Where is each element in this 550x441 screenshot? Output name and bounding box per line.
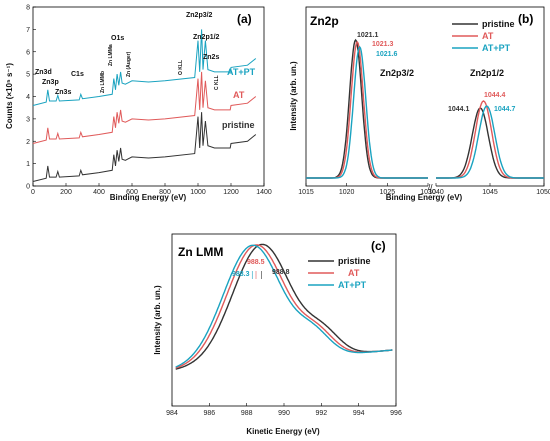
panel-b-frame	[305, 6, 545, 187]
panel-c-xtick-label: 994	[353, 410, 365, 417]
panel-a-ytick-label: 5	[26, 72, 30, 79]
anno-zn3s: Zn3s	[55, 89, 71, 96]
peak-label-12-atpt: 1044.7	[494, 106, 516, 113]
panel-a-xtick-label: 400	[93, 189, 105, 196]
panel-a-label-pristine: pristine	[222, 120, 255, 130]
panel-b-xtick-label: 1045	[482, 189, 498, 196]
legend-at: AT	[482, 31, 494, 41]
panel-a-ytick-label: 0	[26, 184, 30, 191]
panel-c-xtick-label: 992	[315, 410, 327, 417]
anno-c1s: C1s	[71, 71, 84, 78]
panel-a-series-ATPT	[32, 29, 257, 106]
panel-a-ytick-label: 8	[26, 5, 30, 12]
anno-zn-lmma: Zn LMMa	[108, 44, 114, 66]
panel-c-title: Zn LMM	[178, 245, 223, 259]
panel-a-series-AT	[32, 71, 257, 144]
panel-b-ylabel: Intensity (arb. un.)	[289, 61, 298, 131]
subshell-label-32: Zn2p3/2	[380, 68, 414, 78]
peak-label-32-atpt: 1021.6	[376, 51, 398, 58]
panel-a: 0 200 400 600 800 1000 1200 1400 0 1 2 3 4 5 6 7 8 (a) B…	[5, 5, 272, 203]
panel-a-ytick-label: 7	[26, 27, 30, 34]
legend-atpt: AT+PT	[482, 43, 511, 53]
panel-c-series-pristine	[175, 243, 393, 370]
subshell-label-12: Zn2p1/2	[470, 68, 504, 78]
peak-label-c-at: 988.5	[247, 259, 265, 266]
peak-label-c-pristine: 988.8	[272, 269, 290, 276]
panel-a-xtick-label: 200	[60, 189, 72, 196]
anno-o-kll: O KLL	[178, 60, 184, 75]
panel-a-ytick-label: 1	[26, 161, 30, 168]
panel-a-xtick-label: 1000	[190, 189, 206, 196]
panel-c-series-ATPT	[175, 244, 393, 368]
panel-a-ylabel: Counts (×10⁵ s⁻¹)	[5, 63, 14, 129]
panel-c-xtick-label: 984	[166, 410, 178, 417]
panel-a-xtick-label: 1200	[223, 189, 239, 196]
panel-a-ytick-label: 6	[26, 49, 30, 56]
panel-b-xtick-label: 1020	[339, 189, 355, 196]
panel-c-xlabel: Kinetic Energy (eV)	[246, 427, 320, 436]
panel-a-ytick-label: 4	[26, 94, 30, 101]
legend-c-pristine: pristine	[338, 256, 371, 266]
panel-c-xtick-label: 988	[241, 410, 253, 417]
panel-b-series-32-ATPT	[306, 45, 428, 179]
panel-c-xtick-label: 996	[390, 410, 402, 417]
anno-zn2p12: Zn2p1/2	[193, 34, 220, 41]
panel-a-xtick-label: 800	[159, 189, 171, 196]
panel-a-series-pristine	[32, 112, 257, 182]
panel-b-xtick-label: 1050	[536, 189, 550, 196]
peak-label-12-at: 1044.4	[484, 92, 506, 99]
panel-c-xtick-label: 990	[278, 410, 290, 417]
panel-a-label-atpt: AT+PT	[227, 67, 256, 77]
panel-c-ylabel: Intensity (arb. un.)	[153, 285, 162, 355]
panel-a-ytick-label: 3	[26, 116, 30, 123]
legend-pristine: pristine	[482, 19, 515, 29]
panel-a-ytick-label: 2	[26, 139, 30, 146]
legend-c-at: AT	[348, 268, 360, 278]
panel-a-xlabel: Binding Energy (eV)	[110, 193, 187, 202]
panel-b-series-12-ATPT	[436, 105, 544, 179]
panel-b-xtick-label: 1025	[380, 189, 396, 196]
axis-break-mask	[428, 183, 436, 189]
peak-label-32-at: 1021.3	[372, 41, 394, 48]
panel-b-title: Zn2p	[310, 14, 339, 28]
panel-c: 984 986 988 990 992 994 996 Zn LMM (c) Kinetic…	[153, 233, 402, 436]
anno-zn-lmmb: Zn LMMb	[100, 71, 106, 93]
anno-c-kll: C KLL	[214, 75, 220, 90]
panel-a-xtick-label: 1400	[256, 189, 272, 196]
peak-label-12-pristine: 1044.1	[448, 106, 470, 113]
panel-c-series-AT	[175, 244, 393, 369]
panel-a-xtick-label: 0	[31, 189, 35, 196]
anno-zn2s: Zn2s	[203, 54, 219, 61]
peak-label-32-pristine: 1021.1	[357, 32, 379, 39]
panel-c-legend: pristine AT AT+PT	[308, 256, 371, 290]
panel-c-xtick-label: 986	[203, 410, 215, 417]
panel-b-xlabel: Binding Energy (eV)	[386, 193, 463, 202]
panel-b-xtick-label: 1030	[420, 189, 436, 196]
anno-o1s: O1s	[111, 35, 124, 42]
panel-b-label: (b)	[518, 12, 533, 26]
panel-a-frame	[32, 6, 265, 187]
legend-c-atpt: AT+PT	[338, 280, 367, 290]
axis-break-mark: //	[428, 183, 433, 192]
anno-zn3d: Zn3d	[35, 69, 52, 76]
panel-c-label: (c)	[371, 239, 386, 253]
panel-b-xtick-label: 1040	[428, 189, 444, 196]
panel-a-label: (a)	[237, 12, 252, 26]
peak-label-c-atpt: 988.3	[232, 271, 250, 278]
anno-zn3p: Zn3p	[42, 79, 59, 86]
panel-a-xtick-label: 600	[126, 189, 138, 196]
anno-zn-auger: Zn (Auger)	[126, 51, 132, 77]
panel-a-label-at: AT	[233, 90, 245, 100]
anno-zn2p32: Zn2p3/2	[186, 12, 213, 19]
panel-b-legend: pristine AT AT+PT	[452, 19, 515, 53]
panel-b-xtick-label: 1015	[298, 189, 314, 196]
